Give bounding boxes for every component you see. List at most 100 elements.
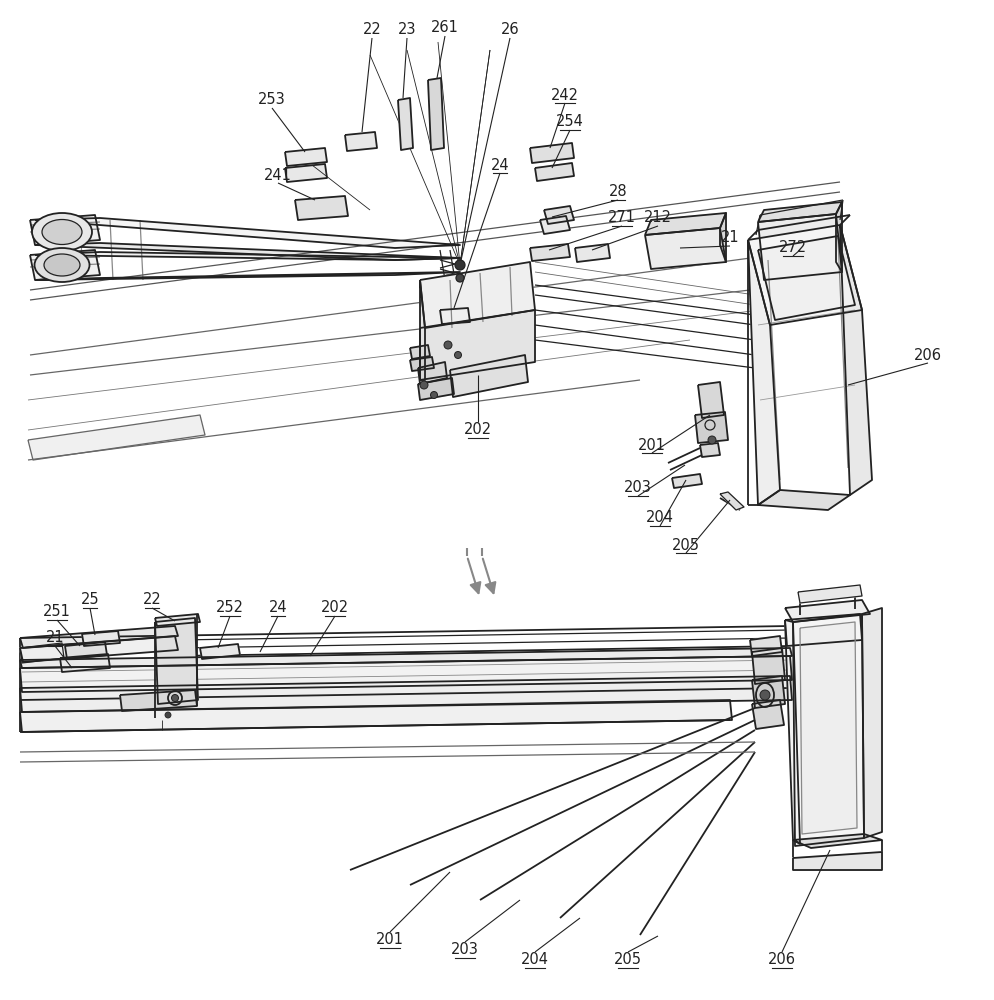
Polygon shape (758, 214, 842, 280)
Polygon shape (398, 98, 413, 150)
Text: 272: 272 (779, 240, 807, 255)
Ellipse shape (42, 220, 82, 244)
Polygon shape (20, 636, 178, 662)
Polygon shape (120, 690, 197, 711)
Polygon shape (428, 78, 444, 150)
Text: 206: 206 (768, 952, 796, 968)
Circle shape (708, 436, 716, 444)
Text: 242: 242 (551, 88, 579, 103)
Polygon shape (418, 378, 454, 400)
Text: 22: 22 (142, 592, 161, 607)
Polygon shape (285, 148, 327, 166)
Polygon shape (695, 412, 728, 443)
Polygon shape (35, 218, 460, 248)
Polygon shape (155, 614, 200, 626)
Text: 204: 204 (646, 510, 674, 526)
Polygon shape (700, 443, 720, 457)
Polygon shape (30, 250, 100, 280)
Polygon shape (155, 618, 198, 704)
Polygon shape (200, 644, 240, 659)
Circle shape (172, 694, 179, 702)
Polygon shape (793, 852, 882, 870)
Polygon shape (544, 206, 574, 224)
Polygon shape (645, 213, 726, 235)
Text: 202: 202 (321, 600, 349, 615)
Text: 254: 254 (556, 114, 583, 129)
Text: 26: 26 (501, 22, 519, 37)
Polygon shape (440, 308, 470, 324)
Polygon shape (20, 648, 792, 668)
Polygon shape (20, 626, 178, 648)
Polygon shape (840, 225, 872, 495)
Polygon shape (800, 622, 857, 834)
Text: 205: 205 (672, 538, 700, 552)
Text: 201: 201 (638, 438, 666, 452)
Polygon shape (758, 490, 850, 510)
Text: 201: 201 (376, 932, 404, 948)
Polygon shape (35, 252, 460, 260)
Text: 252: 252 (216, 600, 244, 615)
Text: 253: 253 (258, 93, 286, 107)
Polygon shape (752, 648, 785, 684)
Polygon shape (720, 213, 726, 262)
Circle shape (760, 690, 770, 700)
Ellipse shape (32, 213, 92, 251)
Polygon shape (862, 608, 882, 838)
Polygon shape (758, 236, 855, 320)
Polygon shape (752, 700, 784, 729)
Text: 24: 24 (268, 600, 287, 615)
Polygon shape (752, 676, 785, 708)
Circle shape (430, 391, 437, 398)
Polygon shape (420, 310, 535, 380)
Text: 251: 251 (43, 604, 71, 619)
Polygon shape (285, 164, 327, 182)
Ellipse shape (44, 254, 80, 276)
Polygon shape (535, 163, 574, 181)
Polygon shape (750, 636, 782, 656)
Polygon shape (450, 355, 528, 397)
Polygon shape (35, 243, 460, 260)
Circle shape (454, 352, 461, 359)
Polygon shape (540, 216, 570, 234)
Text: 205: 205 (614, 952, 642, 968)
Text: 22: 22 (363, 22, 382, 37)
Text: 202: 202 (464, 422, 492, 438)
Polygon shape (720, 492, 744, 510)
Polygon shape (28, 415, 205, 460)
Polygon shape (20, 656, 792, 692)
Polygon shape (793, 614, 864, 846)
Text: 241: 241 (264, 167, 292, 182)
Polygon shape (295, 196, 348, 220)
Polygon shape (758, 202, 842, 222)
Text: 23: 23 (398, 22, 416, 37)
Polygon shape (698, 382, 724, 418)
Text: 28: 28 (608, 184, 627, 200)
Polygon shape (748, 225, 862, 325)
Text: 25: 25 (81, 592, 99, 607)
Polygon shape (798, 585, 862, 603)
Polygon shape (410, 345, 430, 359)
Polygon shape (793, 834, 882, 848)
Polygon shape (530, 244, 570, 261)
Text: 24: 24 (491, 157, 509, 172)
Text: 261: 261 (431, 20, 459, 35)
Polygon shape (748, 240, 780, 505)
Polygon shape (785, 600, 870, 622)
Polygon shape (30, 215, 100, 245)
Circle shape (420, 381, 428, 389)
Polygon shape (410, 357, 434, 371)
Text: 204: 204 (521, 952, 549, 968)
Text: 203: 203 (451, 942, 479, 958)
Polygon shape (20, 676, 792, 712)
Text: 21: 21 (46, 631, 65, 646)
Polygon shape (645, 228, 726, 269)
Polygon shape (82, 631, 120, 646)
Polygon shape (20, 700, 732, 732)
Text: 203: 203 (624, 481, 652, 495)
Polygon shape (420, 262, 535, 328)
Polygon shape (420, 280, 425, 380)
Text: 206: 206 (914, 348, 942, 362)
Ellipse shape (35, 248, 89, 282)
Polygon shape (785, 620, 800, 844)
Polygon shape (672, 474, 702, 488)
